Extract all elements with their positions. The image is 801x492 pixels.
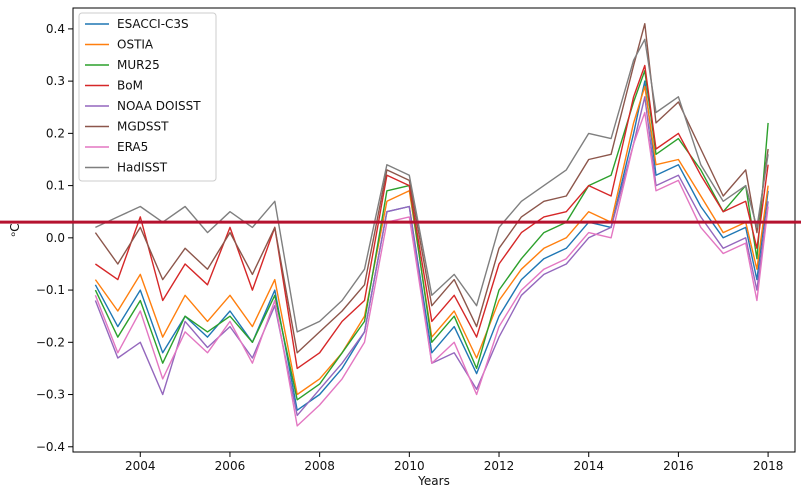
x-tick-label-4: 2012	[484, 459, 515, 473]
legend-entry-4: NOAA DOISST	[117, 99, 201, 113]
legend-entry-6: ERA5	[117, 140, 148, 154]
y-tick-label-8: 0.4	[46, 22, 65, 36]
x-axis: 2004 2006 2008 2010 2012 2014 2016 2018	[125, 452, 783, 473]
legend-entry-3: BoM	[117, 79, 143, 93]
series-line-3	[94, 64, 769, 370]
legend-entry-2: MUR25	[117, 58, 160, 72]
y-tick-label-5: 0.1	[46, 179, 65, 193]
y-axis: −0.4 −0.3 −0.2 −0.1 0.0 0.1 0.2 0.3 0.4	[36, 22, 73, 454]
x-tick-label-2: 2008	[304, 459, 335, 473]
plot-area-border	[72, 7, 796, 453]
y-tick-label-4: 0.0	[46, 231, 65, 245]
series-line-2	[94, 69, 769, 401]
x-tick-label-7: 2018	[753, 459, 784, 473]
y-tick-label-7: 0.3	[46, 74, 65, 88]
y-tick-label-3: −0.1	[36, 283, 65, 297]
legend: ESACCI-C3S OSTIA MUR25 BoM NOAA DOISST MGDSST…	[78, 12, 217, 182]
legend-entry-0: ESACCI-C3S	[117, 17, 189, 31]
series-line-6	[94, 111, 769, 427]
y-tick-label-1: −0.3	[36, 388, 65, 402]
x-tick-label-0: 2004	[125, 459, 156, 473]
y-tick-label-2: −0.2	[36, 335, 65, 349]
series-line-7	[95, 38, 769, 333]
x-tick-label-6: 2016	[663, 459, 694, 473]
legend-box	[78, 12, 217, 182]
y-tick-label-6: 0.2	[46, 126, 65, 140]
series-line-4	[94, 96, 769, 417]
plot-frame	[72, 7, 796, 453]
x-tick-label-1: 2006	[215, 459, 246, 473]
legend-entry-5: MGDSST	[117, 120, 169, 134]
series-lines	[94, 23, 769, 427]
series-line-1	[94, 85, 769, 396]
x-tick-label-5: 2014	[573, 459, 604, 473]
series-line-0	[94, 80, 769, 411]
legend-entry-1: OSTIA	[117, 38, 154, 52]
y-tick-label-0: −0.4	[36, 440, 65, 454]
x-tick-label-3: 2010	[394, 459, 425, 473]
x-axis-label: Years	[417, 474, 450, 488]
y-axis-label: ᵒC	[8, 223, 22, 236]
legend-entry-7: HadISST	[117, 161, 168, 175]
series-line-5	[94, 23, 769, 354]
